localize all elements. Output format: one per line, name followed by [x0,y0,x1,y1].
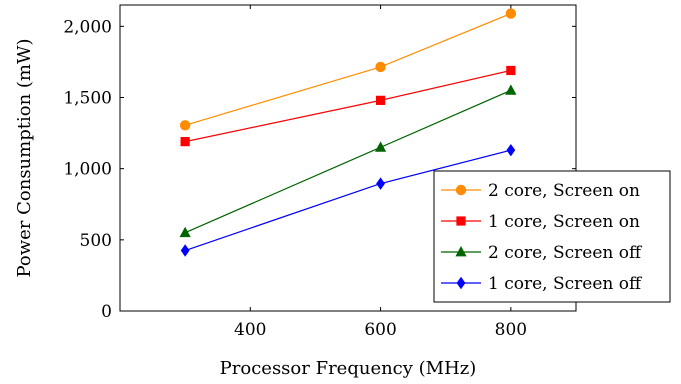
legend-label: 2 core, Screen off [488,243,643,263]
y-tick-label: 1,000 [63,160,112,180]
x-tick-label: 400 [234,320,266,340]
plot-frame [119,4,577,312]
legend-entry: 2 core, Screen on [441,181,640,201]
y-tick-label: 500 [80,231,112,251]
series-2 [180,65,516,147]
x-tick-label: 600 [364,320,396,340]
series-4 [180,143,516,257]
legend-entry: 2 core, Screen off [441,243,643,263]
legend-label: 1 core, Screen on [488,212,640,232]
data-point [180,244,190,257]
data-point [505,8,517,19]
data-point [179,226,191,238]
y-tick-label: 2,000 [63,17,112,37]
data-point [375,95,386,105]
series-line [184,12,512,126]
legend-marker [456,216,466,226]
legend: 2 core, Screen on 1 core, Screen on 2 core… [433,170,671,303]
data-point [376,177,385,190]
x-tick-label: 800 [495,320,527,340]
data-point [505,84,517,95]
series-1 [179,8,517,131]
series-layer [179,8,517,257]
data-point [374,141,387,152]
legend-marker [455,246,467,257]
data-point [506,143,516,157]
data-point [506,65,516,76]
data-point [179,120,191,131]
legend-label: 2 core, Screen on [488,181,640,201]
legend-entry: 1 core, Screen on [441,212,640,232]
y-tick-label: 1,500 [63,89,112,109]
series-3 [179,84,517,238]
legend-label: 1 core, Screen off [488,274,643,294]
axes: 400 600 800 0 500 1,000 1,500 2,000 [63,5,576,340]
y-axis-label: Power Consumption (mW) [14,39,35,278]
data-point [375,61,386,73]
legend-marker [456,276,466,290]
data-point [180,137,190,147]
legend-box [433,170,671,303]
y-tick-label: 0 [101,302,112,322]
legend-entry: 1 core, Screen off [441,274,643,294]
legend-marker [455,184,467,196]
x-axis-label: Processor Frequency (MHz) [220,358,477,379]
series-line [185,69,511,143]
